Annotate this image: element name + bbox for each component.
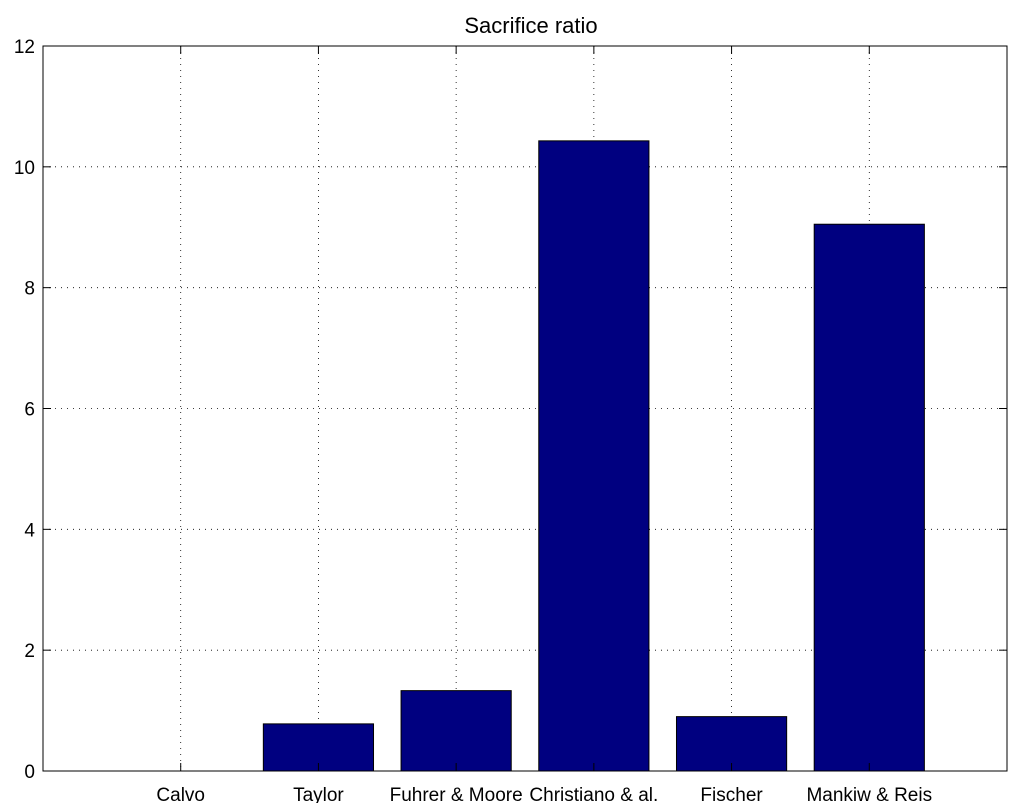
- bar: [400, 690, 512, 772]
- x-tick-label: Fuhrer & Moore: [390, 785, 523, 803]
- y-tick-label: 0: [24, 762, 35, 783]
- bar: [538, 140, 650, 772]
- x-axis-ticks: Calvo Taylor Fuhrer & Moore Christiano & al…: [156, 46, 932, 803]
- bar: [813, 223, 925, 772]
- bars: [262, 140, 925, 772]
- x-tick-label: Mankiw & Reis: [806, 785, 932, 803]
- chart-title: Sacrifice ratio: [464, 13, 597, 38]
- y-tick-label: 6: [24, 400, 35, 421]
- x-tick-label: Calvo: [156, 785, 205, 803]
- y-tick-label: 8: [24, 279, 35, 300]
- y-tick-label: 12: [14, 37, 35, 58]
- y-tick-label: 2: [24, 641, 35, 662]
- bar: [675, 716, 788, 772]
- x-tick-label: Fischer: [700, 785, 763, 803]
- x-tick-label: Christiano & al.: [529, 785, 658, 803]
- y-tick-label: 10: [14, 158, 35, 179]
- x-tick-label: Taylor: [293, 785, 344, 803]
- y-tick-label: 4: [24, 520, 35, 541]
- y-axis-ticks: 0 2 4 6 8 10 12: [14, 37, 1007, 783]
